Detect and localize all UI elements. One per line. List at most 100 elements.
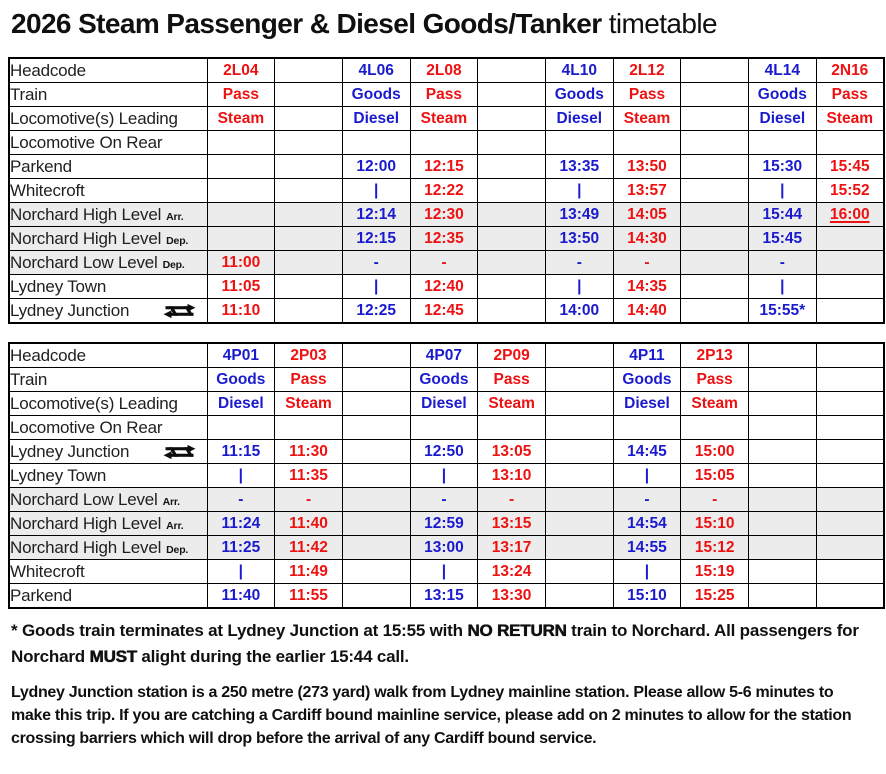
empty-cell	[815, 367, 885, 393]
time-cell: Steam	[815, 106, 885, 132]
time-cell: 15:12	[680, 535, 749, 561]
time-cell: 15:25	[680, 583, 749, 609]
timetable-outbound: Headcode 2L04 4L06 2L08 4L10 2L12 4L14 2N16 Trai…	[8, 57, 885, 325]
empty-cell	[815, 298, 885, 324]
time-cell: 14:30	[612, 226, 682, 252]
empty-cell	[544, 583, 614, 609]
time-cell: Goods	[409, 367, 479, 393]
empty-cell	[477, 415, 546, 441]
empty-cell	[274, 57, 343, 84]
empty-cell	[341, 439, 411, 465]
row-label: Whitecroft	[10, 180, 85, 200]
empty-cell	[815, 130, 885, 156]
empty-cell	[680, 130, 749, 156]
empty-cell	[206, 226, 276, 252]
footnote-text: * Goods train terminates at Lydney Junct…	[11, 621, 468, 641]
time-cell: 13:30	[477, 583, 546, 609]
table-row: Whitecroft | 11:49 | 13:24 | 15:19	[8, 559, 885, 585]
table-row: Train Pass Goods Pass Goods Pass Goods Pass	[8, 82, 885, 108]
table-row: Locomotive On Rear	[8, 130, 885, 156]
row-label-cell: Norchard High Level Arr.	[8, 511, 208, 537]
empty-cell	[274, 415, 343, 441]
time-cell: 12:40	[409, 274, 479, 300]
empty-cell	[748, 367, 817, 393]
row-label: Norchard Low Level	[10, 489, 158, 509]
time-cell: -	[680, 487, 749, 513]
row-label-cell: Locomotive On Rear	[8, 130, 208, 156]
empty-cell	[815, 463, 885, 489]
time-cell: Diesel	[206, 391, 276, 417]
table-row: Headcode 2L04 4L06 2L08 4L10 2L12 4L14 2N16	[8, 57, 885, 84]
empty-cell	[612, 130, 682, 156]
time-cell: -	[544, 250, 614, 276]
empty-cell	[748, 487, 817, 513]
time-cell: -	[341, 250, 411, 276]
empty-cell	[409, 415, 479, 441]
empty-cell	[815, 250, 885, 276]
footnote-emphasis: MUST	[89, 646, 138, 666]
time-cell: Diesel	[409, 391, 479, 417]
row-label-cell: Lydney Town	[8, 274, 208, 300]
time-cell: 14:54	[612, 511, 682, 537]
row-label-cell: Lydney Town	[8, 463, 208, 489]
table-row: Train Goods Pass Goods Pass Goods Pass	[8, 367, 885, 393]
empty-cell	[274, 130, 343, 156]
time-cell: 14:05	[612, 202, 682, 228]
empty-cell	[748, 463, 817, 489]
time-cell: 4P11	[612, 342, 682, 369]
time-cell: 15:10	[612, 583, 682, 609]
empty-cell	[544, 439, 614, 465]
time-cell: Pass	[612, 82, 682, 108]
time-cell: 11:10	[206, 298, 276, 324]
row-label-cell: Norchard High Level Dep.	[8, 226, 208, 252]
time-cell: 12:22	[409, 178, 479, 204]
row-label: Lydney Town	[10, 276, 107, 296]
time-cell: -	[274, 487, 343, 513]
time-cell: 12:50	[409, 439, 479, 465]
time-cell: 15:19	[680, 559, 749, 585]
empty-cell	[341, 583, 411, 609]
table-row: Norchard High Level Dep. 12:15 12:35 13:50 14…	[8, 226, 885, 252]
row-label-cell: Parkend	[8, 154, 208, 180]
walk-note: Lydney Junction station is a 250 metre (…	[11, 684, 852, 748]
time-cell: 11:00	[206, 250, 276, 276]
empty-cell	[680, 82, 749, 108]
row-label: Norchard High Level	[10, 204, 162, 224]
time-cell: Diesel	[612, 391, 682, 417]
table-row: Locomotive On Rear	[8, 415, 885, 441]
row-label-cell: Locomotive On Rear	[8, 415, 208, 441]
time-cell: Goods	[544, 82, 614, 108]
national-rail-icon	[163, 445, 195, 460]
empty-cell	[680, 202, 749, 228]
time-cell: 2P03	[274, 342, 343, 369]
time-cell: Diesel	[748, 106, 817, 132]
arr-dep-suffix: Dep.	[162, 258, 185, 271]
table-row: Locomotive(s) Leading Steam Diesel Steam Die…	[8, 106, 885, 132]
empty-cell	[341, 391, 411, 417]
time-cell: 4L14	[748, 57, 817, 84]
row-label: Lydney Town	[10, 465, 107, 485]
time-cell: Steam	[409, 106, 479, 132]
empty-cell	[477, 57, 546, 84]
time-cell: 13:50	[544, 226, 614, 252]
terminate-footnote: * Goods train terminates at Lydney Junct…	[11, 618, 874, 669]
empty-cell	[544, 559, 614, 585]
title-suffix: timetable	[601, 8, 718, 39]
time-cell: |	[341, 178, 411, 204]
row-label-cell: Headcode	[8, 57, 208, 84]
time-cell: 15:55*	[748, 298, 817, 324]
empty-cell	[544, 487, 614, 513]
table-row: Norchard Low Level Dep. 11:00- - - - -	[8, 250, 885, 276]
time-cell: Pass	[409, 82, 479, 108]
row-label: Whitecroft	[10, 561, 85, 581]
table-row: Headcode 4P01 2P03 4P07 2P09 4P11 2P13	[8, 342, 885, 369]
table-row: Parkend 11:40 11:55 13:15 13:30 15:10 15:25	[8, 583, 885, 609]
empty-cell	[206, 130, 276, 156]
footnote-emphasis: NO RETURN	[467, 621, 567, 641]
empty-cell	[544, 391, 614, 417]
row-label: Norchard High Level	[10, 513, 162, 533]
time-cell: Diesel	[544, 106, 614, 132]
empty-cell	[815, 415, 885, 441]
table-row: Lydney Town 11:05 | 12:40 | 14:35 |	[8, 274, 885, 300]
empty-cell	[815, 487, 885, 513]
